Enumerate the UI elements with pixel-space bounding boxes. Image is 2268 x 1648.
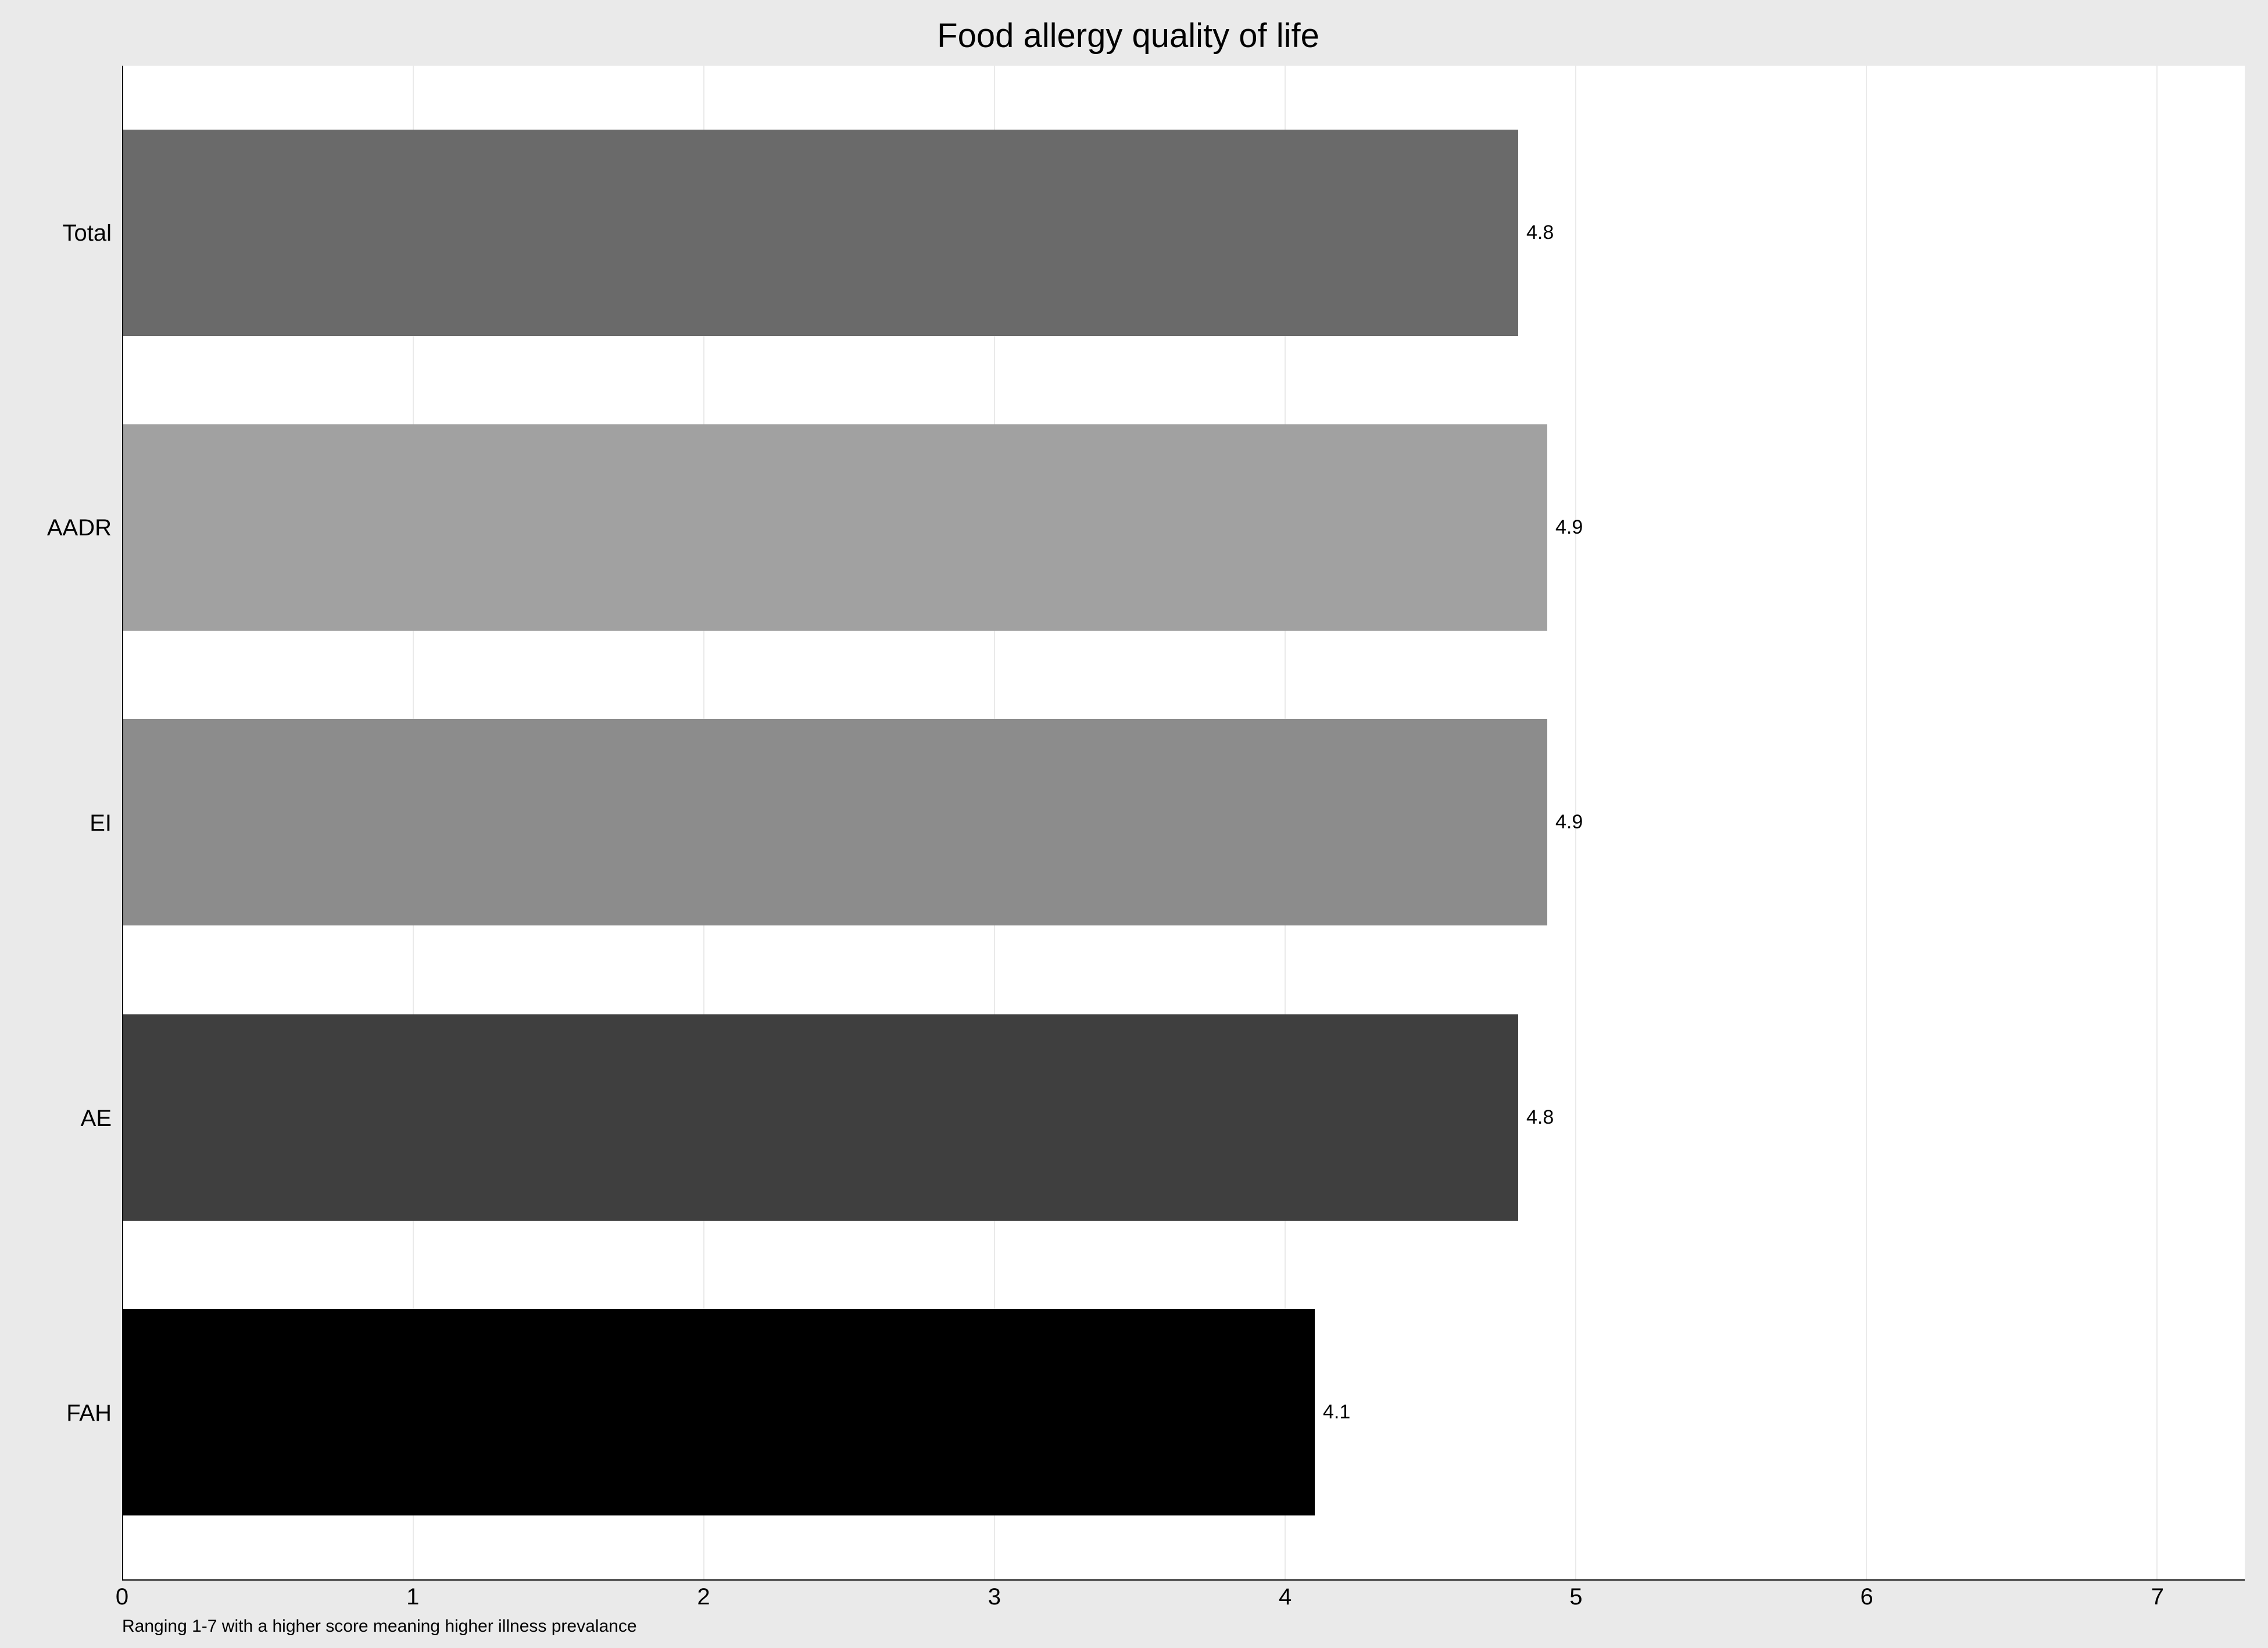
y-axis-label: Total: [12, 221, 112, 245]
bar-row: 4.8: [123, 1014, 2245, 1221]
x-axis-ticks: 01234567: [122, 1581, 2245, 1615]
bar: [123, 130, 1518, 336]
bar-value-label: 4.9: [1547, 516, 1583, 539]
bar-row: 4.9: [123, 719, 2245, 925]
footnote-spacer: [12, 1614, 122, 1636]
x-tick-label: 5: [1569, 1584, 1582, 1610]
chart-container: Food allergy quality of life Total AADR EI…: [0, 0, 2268, 1648]
bar-value-label: 4.8: [1518, 1106, 1554, 1129]
bar: [123, 1014, 1518, 1221]
x-tick-label: 7: [2151, 1584, 2164, 1610]
plot-row: Total AADR EI AE FAH 4.8 4.9 4.9 4.8 4.1: [12, 66, 2245, 1581]
bar: [123, 719, 1547, 925]
bar: [123, 1309, 1315, 1515]
footnote-row: Ranging 1-7 with a higher score meaning …: [12, 1614, 2245, 1636]
y-axis-labels: Total AADR EI AE FAH: [12, 66, 122, 1581]
bar: [123, 424, 1547, 631]
x-tick-label: 2: [697, 1584, 710, 1610]
chart-title: Food allergy quality of life: [12, 12, 2245, 66]
chart-body: Total AADR EI AE FAH 4.8 4.9 4.9 4.8 4.1 0 1 2 3 4 5 6…: [12, 66, 2245, 1636]
bar-value-label: 4.1: [1315, 1401, 1350, 1424]
bar-value-label: 4.9: [1547, 811, 1583, 834]
bar-row: 4.9: [123, 424, 2245, 631]
x-tick-label: 1: [406, 1584, 419, 1610]
bar-value-label: 4.8: [1518, 221, 1554, 244]
x-tick-label: 4: [1279, 1584, 1292, 1610]
chart-footnote: Ranging 1-7 with a higher score meaning …: [122, 1614, 637, 1636]
y-axis-label: AE: [12, 1107, 112, 1130]
x-tick-label: 3: [988, 1584, 1001, 1610]
bar-row: 4.1: [123, 1309, 2245, 1515]
y-axis-label: EI: [12, 812, 112, 835]
x-tick-label: 6: [1861, 1584, 1873, 1610]
x-axis-row: 0 1 2 3 4 5 6 7: [12, 1581, 2245, 1615]
bar-row: 4.8: [123, 130, 2245, 336]
y-axis-label: FAH: [12, 1402, 112, 1425]
x-axis-spacer: [12, 1581, 122, 1615]
x-tick-label: 0: [116, 1584, 128, 1610]
plot-area: 4.8 4.9 4.9 4.8 4.1: [122, 66, 2245, 1581]
y-axis-label: AADR: [12, 516, 112, 539]
bars-layer: 4.8 4.9 4.9 4.8 4.1: [123, 66, 2245, 1579]
